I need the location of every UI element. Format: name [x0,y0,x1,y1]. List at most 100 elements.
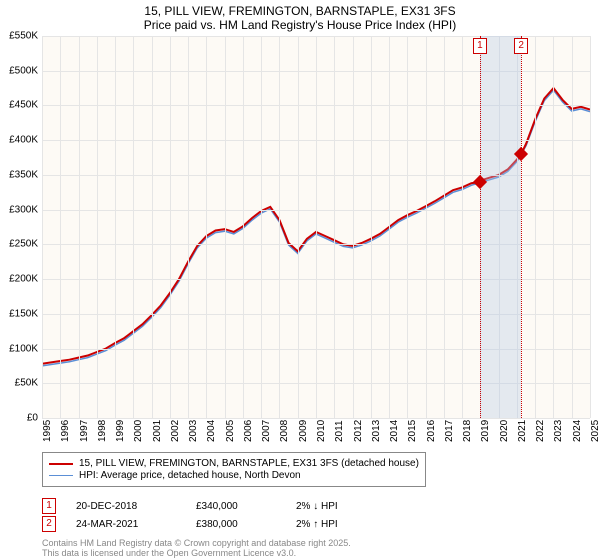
marker-dotline [480,36,481,418]
x-tick-label: 2008 [279,420,290,442]
point-row-2: 2 24-MAR-2021 £380,000 2% ↑ HPI [42,516,396,532]
gridline-v [316,36,317,418]
y-tick-label: £100K [9,343,38,354]
x-tick-label: 2009 [298,420,309,442]
x-tick-label: 2022 [535,420,546,442]
y-tick-label: £50K [15,378,38,389]
x-tick-label: 2001 [152,420,163,442]
x-tick-label: 2006 [243,420,254,442]
gridline-v [334,36,335,418]
chart-container: 15, PILL VIEW, FREMINGTON, BARNSTAPLE, E… [0,0,600,560]
x-tick-label: 2012 [353,420,364,442]
legend-label-1: 15, PILL VIEW, FREMINGTON, BARNSTAPLE, E… [79,458,419,469]
x-tick-label: 2014 [389,420,400,442]
title-line-1: 15, PILL VIEW, FREMINGTON, BARNSTAPLE, E… [0,4,600,18]
point-pct-1: 2% ↓ HPI [296,501,396,512]
gridline-v [152,36,153,418]
y-tick-label: £250K [9,239,38,250]
gridline-v [206,36,207,418]
gridline-v [535,36,536,418]
point-price-1: £340,000 [196,501,296,512]
x-tick-label: 2019 [480,420,491,442]
y-tick-label: £0 [27,413,38,424]
marker-box-1: 1 [473,38,487,54]
footer-line-2: This data is licensed under the Open Gov… [42,548,351,558]
legend-label-2: HPI: Average price, detached house, Nort… [79,470,301,481]
y-tick-label: £200K [9,274,38,285]
x-tick-label: 2017 [444,420,455,442]
plot-area: 12 [42,36,590,418]
x-tick-label: 2010 [316,420,327,442]
point-date-1: 20-DEC-2018 [76,501,196,512]
footer-line-1: Contains HM Land Registry data © Crown c… [42,538,351,548]
y-tick-label: £300K [9,204,38,215]
x-tick-label: 2018 [462,420,473,442]
x-tick-label: 2015 [407,420,418,442]
gridline-v [572,36,573,418]
y-tick-label: £400K [9,135,38,146]
point-price-2: £380,000 [196,519,296,530]
x-tick-label: 2003 [188,420,199,442]
y-axis: £0£50K£100K£150K£200K£250K£300K£350K£400… [0,36,40,418]
x-tick-label: 2002 [170,420,181,442]
y-tick-label: £150K [9,308,38,319]
gridline-v [170,36,171,418]
point-marker-1: 1 [42,498,56,514]
gridline-v [389,36,390,418]
point-table: 1 20-DEC-2018 £340,000 2% ↓ HPI 2 24-MAR… [42,496,396,534]
x-tick-label: 2004 [206,420,217,442]
gridline-v [279,36,280,418]
x-tick-label: 2013 [371,420,382,442]
legend-row-1: 15, PILL VIEW, FREMINGTON, BARNSTAPLE, E… [49,458,419,469]
gridline-v [462,36,463,418]
gridline-v [79,36,80,418]
gridline-v [590,36,591,418]
footer: Contains HM Land Registry data © Crown c… [42,538,351,558]
point-marker-2: 2 [42,516,56,532]
gridline-v [97,36,98,418]
gridline-v [115,36,116,418]
x-tick-label: 1998 [97,420,108,442]
y-tick-label: £500K [9,65,38,76]
x-tick-label: 2016 [426,420,437,442]
y-tick-label: £350K [9,169,38,180]
gridline-v [188,36,189,418]
gridline-v [426,36,427,418]
point-pct-2: 2% ↑ HPI [296,519,396,530]
x-tick-label: 1995 [42,420,53,442]
x-tick-label: 2021 [517,420,528,442]
gridline-v [42,36,43,418]
x-tick-label: 2023 [553,420,564,442]
y-tick-label: £450K [9,100,38,111]
legend-box: 15, PILL VIEW, FREMINGTON, BARNSTAPLE, E… [42,452,426,487]
gridline-v [444,36,445,418]
gridline-v [243,36,244,418]
point-row-1: 1 20-DEC-2018 £340,000 2% ↓ HPI [42,498,396,514]
marker-box-2: 2 [514,38,528,54]
x-tick-label: 1999 [115,420,126,442]
x-tick-label: 2000 [133,420,144,442]
gridline-v [553,36,554,418]
x-tick-label: 1996 [60,420,71,442]
x-tick-label: 2024 [572,420,583,442]
x-tick-label: 2025 [590,420,600,442]
gridline-v [133,36,134,418]
legend-swatch-1 [49,463,73,465]
x-tick-label: 2007 [261,420,272,442]
point-date-2: 24-MAR-2021 [76,519,196,530]
gridline-v [225,36,226,418]
legend-swatch-2 [49,475,73,477]
x-tick-label: 2020 [499,420,510,442]
legend-row-2: HPI: Average price, detached house, Nort… [49,470,419,481]
marker-dotline [521,36,522,418]
highlight-band [480,36,521,418]
gridline-v [60,36,61,418]
gridline-v [261,36,262,418]
gridline-v [407,36,408,418]
y-tick-label: £550K [9,31,38,42]
x-axis: 1995199619971998199920002001200220032004… [42,420,590,448]
gridline-v [353,36,354,418]
x-tick-label: 2011 [334,420,345,442]
title-block: 15, PILL VIEW, FREMINGTON, BARNSTAPLE, E… [0,0,600,34]
gridline-v [371,36,372,418]
